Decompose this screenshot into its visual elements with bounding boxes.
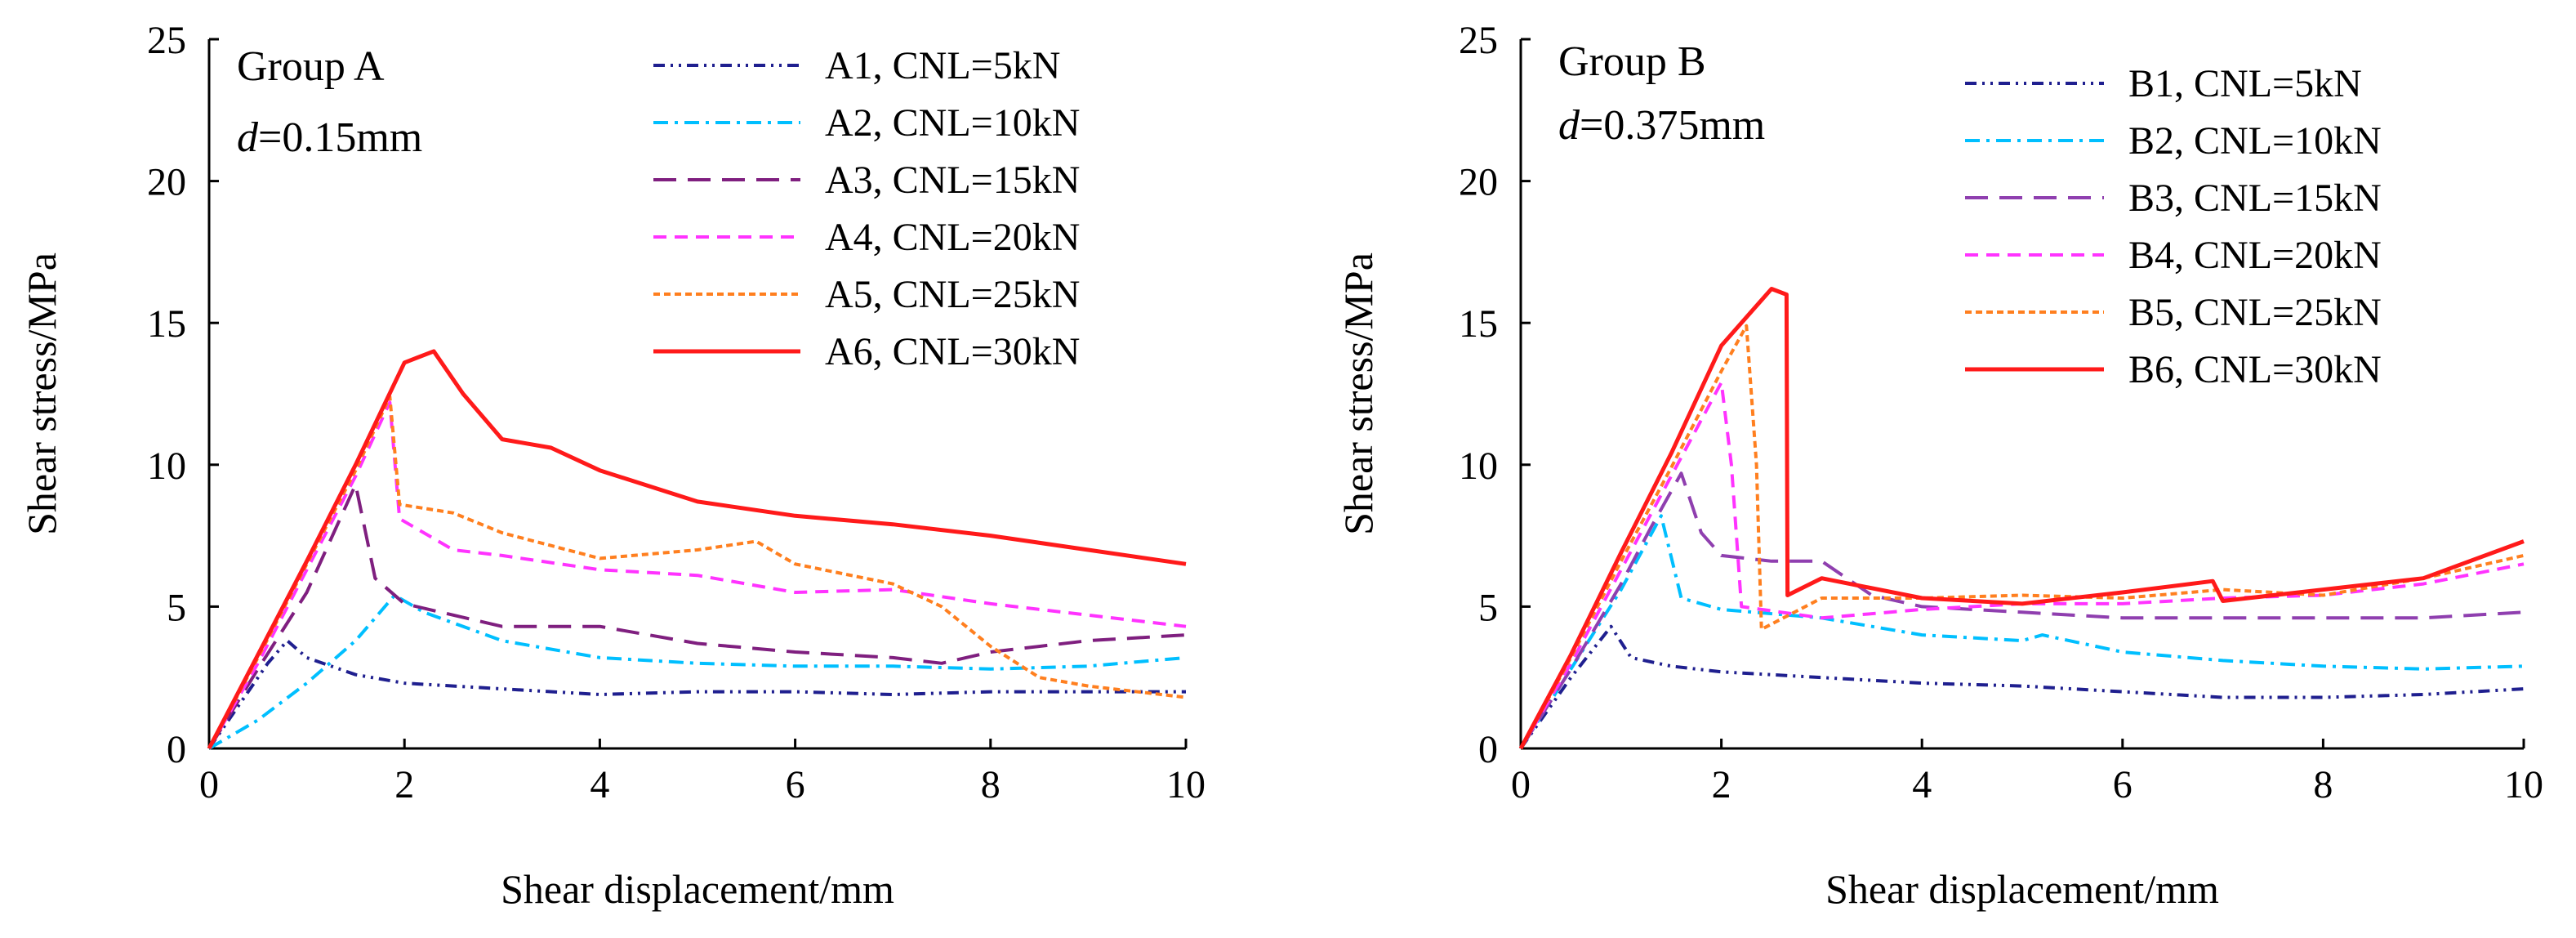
panel-b-series-line-6 (1518, 287, 2525, 750)
panel-b-ticks: 0 2 4 6 8 10 0 5 10 15 20 25 (1459, 19, 2543, 806)
panel-a-param-value: =0.15mm (258, 114, 422, 161)
panel-b-x-tick-label: 0 (1511, 763, 1531, 806)
panel-a-series-line-5 (207, 395, 1187, 749)
panel-b-legend-label-5: B5, CNL=25kN (2128, 291, 2382, 334)
panel-b-y-tick-label: 15 (1459, 302, 1498, 346)
panel-b-param-symbol: d (1558, 102, 1580, 149)
panel-a-y-tick-label: 0 (167, 728, 186, 771)
panel-b: 0 2 4 6 8 10 0 5 10 15 20 25 Group B d=0.375mm Shea… (1335, 19, 2543, 912)
panel-b-y-tick-label: 10 (1459, 444, 1498, 488)
panel-a-x-tick-label: 8 (981, 763, 1001, 806)
panel-a-x-tick-label: 0 (199, 763, 219, 806)
panel-a-legend-label-2: A2, CNL=10kN (825, 101, 1080, 145)
panel-a-x-tick-label: 2 (394, 763, 414, 806)
panel-a-y-tick-label: 10 (147, 444, 186, 488)
panel-a-ticks: 0 2 4 6 8 10 0 5 10 15 20 25 (147, 19, 1206, 806)
panel-b-y-tick-label: 0 (1478, 728, 1498, 771)
panel-a-legend-label-1: A1, CNL=5kN (825, 44, 1060, 87)
panel-b-legend-label-4: B4, CNL=20kN (2128, 234, 2382, 277)
panel-b-x-tick-label: 2 (1712, 763, 1731, 806)
panel-b-legend-label-3: B3, CNL=15kN (2128, 176, 2382, 220)
panel-b-group-label: Group B (1558, 38, 1706, 85)
panel-b-series-line-5 (1519, 324, 2525, 749)
panel-b-param-label: d=0.375mm (1558, 102, 1765, 149)
panel-b-y-tick-label: 20 (1459, 161, 1498, 204)
panel-a-series-line-2 (207, 593, 1187, 750)
panel-a-y-title: Shear stress/MPa (19, 252, 65, 535)
panel-a-series-line-3 (207, 483, 1187, 750)
panel-b-series (1518, 287, 2525, 750)
panel-b-legend-label-6: B6, CNL=30kN (2128, 348, 2382, 391)
panel-a-param-label: d=0.15mm (237, 114, 422, 161)
panel-b-legend-label-1: B1, CNL=5kN (2128, 62, 2362, 105)
panel-b-param-value: =0.375mm (1580, 102, 1765, 149)
panel-a-series-line-4 (207, 400, 1187, 749)
panel-a-y-tick-label: 15 (147, 302, 186, 346)
panel-b-x-tick-label: 8 (2313, 763, 2333, 806)
panel-a-y-tick-label: 5 (167, 586, 186, 629)
panel-a-group-label: Group A (237, 43, 385, 90)
panel-a-legend-label-6: A6, CNL=30kN (825, 330, 1080, 373)
panel-a-param-symbol: d (237, 114, 259, 161)
panel-a-x-title: Shear displacement/mm (501, 866, 894, 912)
panel-b-legend: B1, CNL=5kN B2, CNL=10kN B3, CNL=15kN B4, C… (1965, 62, 2382, 391)
panel-b-legend-label-2: B2, CNL=10kN (2128, 119, 2382, 163)
panel-a-legend: A1, CNL=5kN A2, CNL=10kN A3, CNL=15kN A4, C… (653, 44, 1080, 373)
panel-a-x-tick-label: 4 (590, 763, 609, 806)
panel-b-x-tick-label: 6 (2113, 763, 2133, 806)
panel-b-series-line-3 (1519, 471, 2525, 750)
panel-b-x-tick-label: 10 (2504, 763, 2543, 806)
panel-b-series-line-4 (1519, 381, 2525, 750)
panel-a-series-line-1 (207, 639, 1186, 750)
panel-b-x-tick-label: 4 (1912, 763, 1932, 806)
panel-b-y-tick-label: 5 (1478, 586, 1498, 629)
panel-a-x-tick-label: 10 (1166, 763, 1206, 806)
panel-a-x-tick-label: 6 (786, 763, 805, 806)
panel-a-legend-label-5: A5, CNL=25kN (825, 273, 1080, 316)
panel-b-series-line-2 (1519, 514, 2525, 750)
panel-a-series (207, 349, 1187, 750)
panel-b-x-title: Shear displacement/mm (1825, 866, 2219, 912)
panel-b-y-title: Shear stress/MPa (1335, 252, 1381, 535)
panel-a: 0 2 4 6 8 10 0 5 10 15 20 25 Group A d=0.15mm Shear… (19, 19, 1206, 912)
panel-b-y-tick-label: 25 (1459, 19, 1498, 62)
panel-a-legend-label-3: A3, CNL=15kN (825, 159, 1080, 202)
panel-b-series-line-1 (1519, 624, 2525, 750)
panel-a-y-tick-label: 20 (147, 161, 186, 204)
panel-a-y-tick-label: 25 (147, 19, 186, 62)
panel-a-series-line-6 (207, 349, 1187, 750)
panel-a-legend-label-4: A4, CNL=20kN (825, 216, 1080, 259)
